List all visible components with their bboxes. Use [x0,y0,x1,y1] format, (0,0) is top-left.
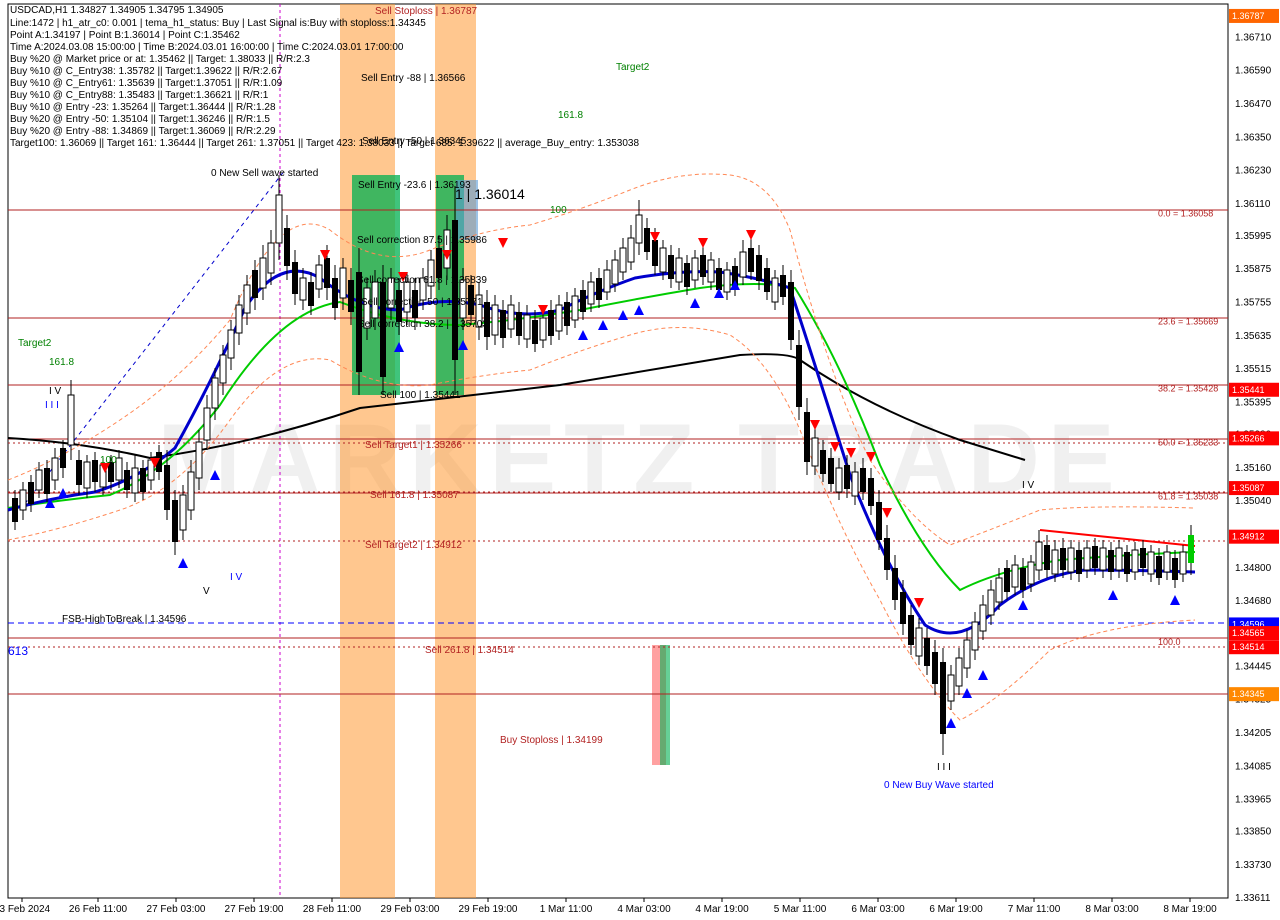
x-axis-labels: 23 Feb 2024 26 Feb 11:00 27 Feb 03:00 27 Fe… [0,898,1217,915]
svg-text:5 Mar 11:00: 5 Mar 11:00 [774,904,827,915]
svg-text:1.36230: 1.36230 [1235,166,1272,177]
svg-text:7 Mar 11:00: 7 Mar 11:00 [1008,904,1061,915]
svg-text:8 Mar 03:00: 8 Mar 03:00 [1085,904,1139,915]
svg-text:1 Mar 11:00: 1 Mar 11:00 [540,904,593,915]
svg-text:50.0 = 1.35233: 50.0 = 1.35233 [1158,438,1218,448]
svg-text:26 Feb 11:00: 26 Feb 11:00 [69,904,128,915]
svg-text:27 Feb 19:00: 27 Feb 19:00 [225,904,284,915]
svg-text:1.35160: 1.35160 [1235,463,1272,474]
svg-text:1.35266: 1.35266 [1232,433,1265,443]
svg-text:1.36787: 1.36787 [1232,11,1265,21]
svg-text:1.36590: 1.36590 [1235,66,1272,77]
svg-text:1.35395: 1.35395 [1235,398,1272,409]
svg-text:1.36710: 1.36710 [1235,32,1272,43]
svg-text:6 Mar 19:00: 6 Mar 19:00 [929,904,983,915]
svg-text:1.34205: 1.34205 [1235,728,1272,739]
svg-text:1.35040: 1.35040 [1235,496,1272,507]
svg-text:1.33611: 1.33611 [1235,893,1271,904]
svg-text:1.34912: 1.34912 [1232,532,1265,542]
svg-text:1.34345: 1.34345 [1232,689,1265,699]
svg-text:6 Mar 03:00: 6 Mar 03:00 [851,904,905,915]
svg-text:1.34800: 1.34800 [1235,563,1272,574]
svg-text:1.34565: 1.34565 [1232,628,1265,638]
svg-text:1.35875: 1.35875 [1235,264,1272,275]
svg-text:29 Feb 03:00: 29 Feb 03:00 [381,904,440,915]
svg-text:1.34085: 1.34085 [1235,761,1272,772]
fib-labels: 0.0 = 1.36058 23.6 = 1.35669 38.2 = 1.3542… [1158,208,1218,647]
svg-text:23.6 = 1.35669: 23.6 = 1.35669 [1158,316,1218,326]
svg-text:61.8 = 1.35038: 61.8 = 1.35038 [1158,492,1218,502]
svg-text:23 Feb 2024: 23 Feb 2024 [0,904,51,915]
svg-text:28 Feb 11:00: 28 Feb 11:00 [303,904,362,915]
svg-text:4 Mar 03:00: 4 Mar 03:00 [617,904,671,915]
svg-text:100.0: 100.0 [1158,637,1181,647]
svg-text:4 Mar 19:00: 4 Mar 19:00 [695,904,749,915]
svg-text:1.36350: 1.36350 [1235,132,1272,143]
svg-text:1.36470: 1.36470 [1235,99,1272,110]
svg-text:1.35995: 1.35995 [1235,231,1272,242]
svg-text:8 Mar 19:00: 8 Mar 19:00 [1163,904,1217,915]
svg-text:1.34445: 1.34445 [1235,661,1272,672]
y-axis-labels: 1.36710 1.36590 1.36470 1.36350 1.36230 1.361… [1235,32,1272,904]
svg-text:1.36110: 1.36110 [1235,199,1271,210]
svg-text:1.33965: 1.33965 [1235,795,1272,806]
svg-text:1.33850: 1.33850 [1235,827,1272,838]
svg-text:0.0 = 1.36058: 0.0 = 1.36058 [1158,208,1213,218]
candlesticks [12,175,1194,755]
svg-text:1.35441: 1.35441 [1232,385,1265,395]
svg-text:1.35515: 1.35515 [1235,364,1272,375]
svg-text:29 Feb 19:00: 29 Feb 19:00 [459,904,518,915]
svg-text:1.33730: 1.33730 [1235,860,1272,871]
svg-text:1.34680: 1.34680 [1235,596,1272,607]
svg-text:1.35087: 1.35087 [1232,483,1265,493]
channel-upper [8,174,1195,545]
svg-text:1.35635: 1.35635 [1235,331,1272,342]
svg-text:27 Feb 03:00: 27 Feb 03:00 [147,904,206,915]
svg-text:38.2 = 1.35428: 38.2 = 1.35428 [1158,383,1218,393]
svg-text:1.35755: 1.35755 [1235,298,1272,309]
zone-green-3 [660,645,670,765]
signal-arrows [45,230,1180,728]
svg-text:1.34514: 1.34514 [1232,642,1265,652]
forex-chart-container[interactable]: MARKETZ TRADE [0,0,1280,920]
